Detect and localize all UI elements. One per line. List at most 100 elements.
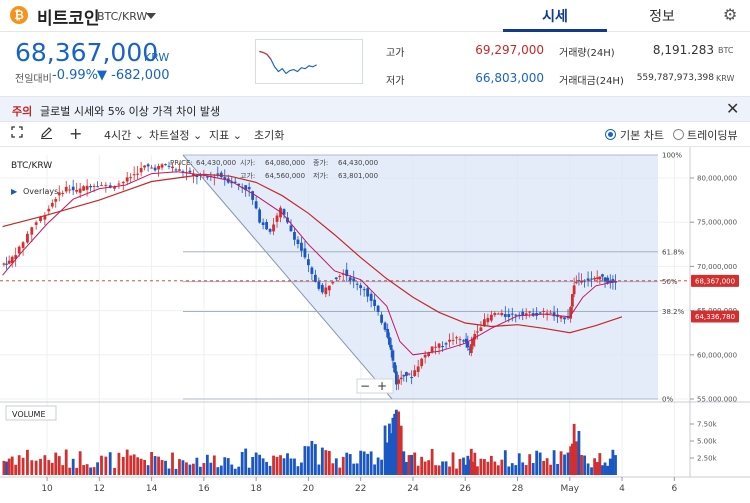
tab-price[interactable]: 시세 [503, 6, 607, 32]
candle-body [471, 338, 475, 346]
candle-body [75, 189, 79, 192]
plus-icon[interactable]: + [69, 124, 83, 143]
tradingview-radio[interactable] [673, 129, 684, 140]
volume-bar [471, 461, 475, 475]
chart-settings-button[interactable]: 차트설정 ⌄ [149, 129, 203, 142]
low-value: 66,803,000 [475, 71, 544, 85]
candle-body [296, 239, 300, 245]
volume-bar [226, 458, 230, 475]
volume-bar [466, 455, 470, 475]
moving-average-slow [2, 173, 623, 334]
volume-bar [383, 425, 387, 475]
volume-bar [300, 462, 303, 475]
fullscreen-icon[interactable] [11, 126, 23, 141]
volume-bar [352, 463, 356, 475]
candle-body [376, 305, 380, 312]
candle-body [254, 201, 258, 209]
candle-body [391, 350, 395, 361]
candle-body [160, 164, 164, 168]
indicators-button[interactable]: 지표 ⌄ [209, 129, 242, 142]
volume-bar [160, 460, 164, 475]
moving-average-tag [691, 310, 739, 323]
coin-name[interactable]: 비트코인 [37, 9, 100, 29]
interval-select[interactable]: 4시간 ⌄ [104, 129, 144, 142]
trade-amount-unit: KRW [716, 74, 735, 83]
volume-bar [521, 462, 525, 475]
volume-bar [493, 461, 497, 475]
candle-body [310, 267, 314, 274]
volume-unit: BTC [718, 46, 734, 55]
close-icon[interactable]: ✕ [726, 99, 740, 118]
candle-body [327, 285, 331, 291]
volume-bar [373, 464, 377, 475]
volume-bar [458, 458, 462, 475]
volume-bar [595, 462, 599, 475]
volume-value: 8,191.283 [652, 43, 714, 57]
volume-bar [108, 452, 112, 475]
candle-body [410, 377, 414, 379]
volume-bar [17, 455, 21, 475]
chevron-down-icon[interactable] [146, 13, 156, 19]
volume-bar [366, 453, 370, 475]
volume-bar [476, 466, 479, 475]
volume-bar [125, 449, 129, 475]
volume-bar [26, 449, 29, 475]
volume-bar [420, 456, 424, 475]
candle-body [608, 280, 612, 283]
overlays-toggle[interactable]: Overlays [23, 187, 58, 196]
candle-body [574, 282, 578, 284]
tab-info[interactable]: 정보 [649, 9, 675, 25]
volume-bar [598, 453, 602, 475]
candle-body [78, 188, 82, 193]
zoom-in-button[interactable]: + [377, 379, 387, 393]
fibonacci-levels: 100% 61.8% 50% 38.2% 0% [182, 152, 685, 404]
candle-body [507, 314, 511, 318]
volume-bar [341, 456, 345, 475]
candle-body [132, 174, 136, 176]
last-price-tag-text: 68,367,000 [695, 277, 735, 285]
candle-body [386, 328, 390, 338]
time-tick-label: 18 [250, 484, 262, 494]
volume-bar [556, 463, 559, 475]
volume-bar [174, 468, 178, 475]
volume-bar [572, 423, 576, 475]
coin-pair[interactable]: BTC/KRW [97, 10, 148, 23]
price-value: 64,430,000 [196, 159, 236, 167]
volume-tick-label: 7.50k [697, 421, 718, 429]
candle-body [17, 246, 21, 254]
basic-chart-label[interactable]: 기본 차트 [620, 129, 664, 142]
volume-bar [233, 468, 237, 475]
zoom-out-button[interactable]: − [360, 379, 370, 393]
volume-bar [310, 440, 314, 475]
volume-bar [503, 450, 507, 475]
volume-bar [590, 467, 593, 475]
gear-icon[interactable]: ⚙ [723, 5, 738, 24]
trade-amount-label: 거래대금(24H) [559, 76, 624, 87]
volume-bar [473, 452, 477, 475]
tradingview-label[interactable]: 트레이딩뷰 [687, 129, 738, 142]
volume-bar [30, 460, 34, 475]
volume-bar [132, 454, 136, 475]
volume-bar [517, 453, 521, 475]
volume-bar [444, 461, 448, 475]
candle-body [393, 362, 397, 373]
close-label: 종가: [313, 158, 328, 167]
price-chart[interactable]: 100% 61.8% 50% 38.2% 0% 80,000,000 75,000,000… [0, 147, 750, 503]
basic-chart-radio[interactable] [605, 129, 616, 140]
candle-body [559, 315, 563, 319]
pencil-icon[interactable] [40, 126, 53, 142]
volume-bar [393, 413, 397, 475]
volume-bar [606, 465, 610, 475]
candle-body [362, 289, 366, 291]
volume-bar [510, 463, 514, 475]
time-tick-label: 14 [146, 484, 158, 494]
volume-bar [359, 450, 363, 475]
candle-body [146, 164, 150, 167]
low-value-ohlc: 63,801,000 [338, 172, 378, 180]
reset-button[interactable]: 초기화 [254, 129, 285, 142]
candle-body [43, 215, 47, 220]
time-tick-label: 4 [619, 484, 625, 494]
candle-body [586, 278, 590, 281]
play-icon[interactable]: ▶ [11, 187, 18, 196]
volume-bar [437, 465, 441, 475]
